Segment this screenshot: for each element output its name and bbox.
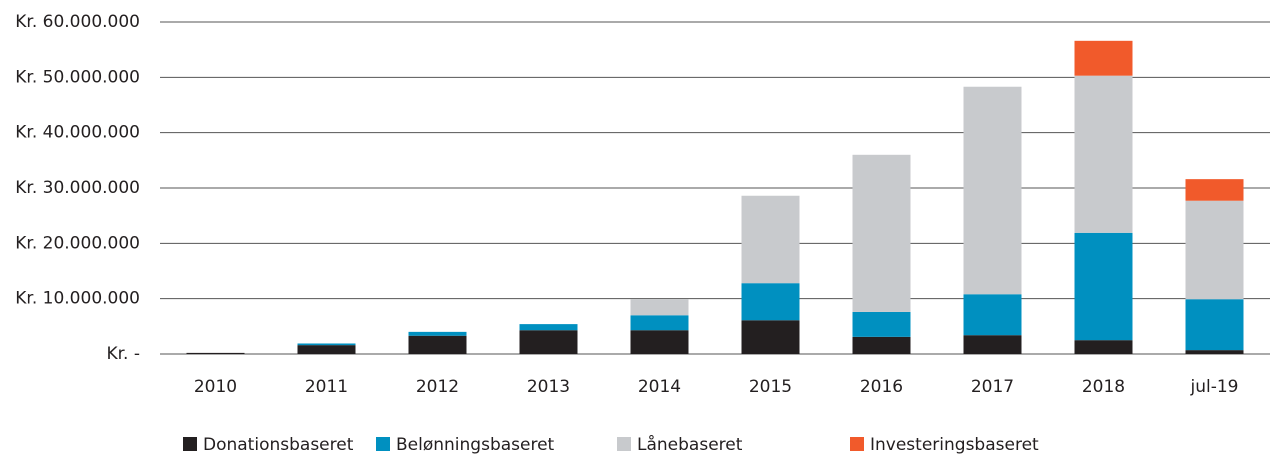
x-tick-label: 2012 (416, 377, 459, 397)
bar-segment (741, 320, 800, 354)
y-tick-label: Kr. 10.000.000 (15, 289, 140, 309)
legend-label: Belønningsbaseret (396, 435, 555, 455)
legend-label: Investeringsbaseret (870, 435, 1039, 455)
y-tick-label: Kr. 60.000.000 (15, 12, 140, 32)
x-tick-label: 2013 (527, 377, 570, 397)
x-tick-label: 2015 (749, 377, 792, 397)
legend-label: Lånebaseret (637, 434, 743, 455)
bar-segment (963, 294, 1022, 336)
x-tick-label: 2010 (194, 377, 237, 397)
bar-segment (519, 324, 578, 331)
y-tick-label: Kr. 20.000.000 (15, 233, 140, 253)
bar-segment (408, 335, 467, 354)
bar-segment (297, 345, 356, 354)
x-tick-label: jul-19 (1190, 377, 1239, 397)
y-tick-label: Kr. 40.000.000 (15, 123, 140, 143)
bar-segment (519, 330, 578, 354)
bar-segment (1074, 75, 1133, 233)
bar-segment (1185, 200, 1244, 300)
legend-swatch (850, 437, 864, 451)
x-tick-label: 2016 (860, 377, 903, 397)
x-tick-label: 2018 (1082, 377, 1125, 397)
x-tick-label: 2014 (638, 377, 681, 397)
bar-segment (963, 335, 1022, 354)
bar-segment (741, 195, 800, 284)
bar-segment (1074, 232, 1133, 341)
y-tick-label: Kr. - (106, 344, 140, 364)
bar-segment (963, 86, 1022, 295)
bar-segment (1185, 350, 1244, 354)
x-tick-label: 2011 (305, 377, 348, 397)
bar-segment (852, 336, 911, 354)
bar-segment (630, 299, 689, 316)
bar-segment (630, 315, 689, 331)
x-tick-label: 2017 (971, 377, 1014, 397)
bar-segment (1074, 40, 1133, 76)
y-tick-label: Kr. 30.000.000 (15, 178, 140, 198)
bar-segment (408, 331, 467, 336)
bar-segment (852, 154, 911, 312)
bar-segment (1185, 179, 1244, 201)
legend-swatch (376, 437, 390, 451)
bar-segment (186, 352, 245, 354)
legend-swatch (183, 437, 197, 451)
legend-label: Donationsbaseret (203, 435, 354, 455)
bar-segment (1185, 299, 1244, 351)
bar-segment (741, 283, 800, 321)
bar-segment (852, 311, 911, 337)
bar-segment (1074, 340, 1133, 354)
bar-segment (630, 330, 689, 354)
bar-segment (297, 343, 356, 346)
y-tick-label: Kr. 50.000.000 (15, 67, 140, 87)
legend-swatch (617, 437, 631, 451)
